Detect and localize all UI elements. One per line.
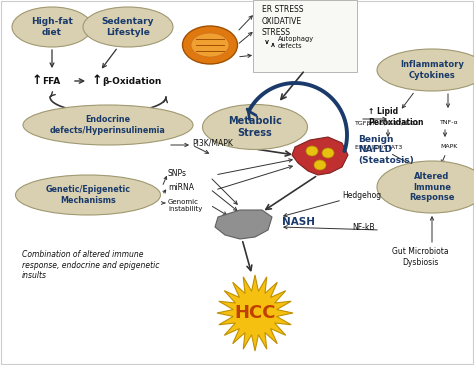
Ellipse shape [306, 146, 318, 156]
Text: Genetic/Epigenetic
Mechanisms: Genetic/Epigenetic Mechanisms [46, 185, 130, 205]
Text: ER STRESS: ER STRESS [262, 5, 303, 15]
Text: ERK, JAK/STAT3: ERK, JAK/STAT3 [355, 145, 402, 150]
Text: ↑ Lipid
Peroxidation: ↑ Lipid Peroxidation [368, 107, 423, 127]
Text: ↑: ↑ [92, 74, 102, 88]
Ellipse shape [322, 148, 334, 158]
Text: ↑: ↑ [32, 74, 43, 88]
Ellipse shape [16, 175, 161, 215]
Polygon shape [217, 275, 293, 351]
Text: PI3K/MAPK: PI3K/MAPK [192, 138, 233, 147]
Text: Hedgehog: Hedgehog [342, 191, 381, 200]
Polygon shape [292, 137, 348, 175]
Ellipse shape [83, 7, 173, 47]
Ellipse shape [23, 105, 193, 145]
Text: TNF-α: TNF-α [440, 120, 459, 126]
Text: Sedentary
Lifestyle: Sedentary Lifestyle [102, 17, 154, 37]
Text: Metabolic
Stress: Metabolic Stress [228, 116, 282, 138]
Text: Gut Microbiota
Dysbiosis: Gut Microbiota Dysbiosis [392, 247, 448, 267]
Text: FFA: FFA [42, 77, 60, 85]
Text: MAPK: MAPK [440, 145, 457, 150]
Text: Altered
Immune
Response: Altered Immune Response [409, 172, 455, 202]
Text: SNPs: SNPs [168, 169, 187, 177]
Polygon shape [215, 210, 272, 239]
Ellipse shape [314, 160, 326, 170]
Ellipse shape [12, 7, 92, 47]
Ellipse shape [191, 33, 229, 57]
Text: Genomic
instability: Genomic instability [168, 199, 202, 211]
Text: Combination of altered immune
response, endocrine and epigenetic
insults: Combination of altered immune response, … [22, 250, 159, 280]
Text: HCC: HCC [234, 304, 276, 322]
Text: miRNA: miRNA [168, 182, 194, 192]
Text: Autophagy
defects: Autophagy defects [278, 36, 314, 50]
FancyBboxPatch shape [253, 0, 357, 72]
Text: OXIDATIVE
STRESS: OXIDATIVE STRESS [262, 17, 302, 37]
Ellipse shape [377, 161, 474, 213]
Text: Inflammatory
Cytokines: Inflammatory Cytokines [400, 60, 464, 80]
Ellipse shape [182, 26, 237, 64]
Text: β-Oxidation: β-Oxidation [102, 77, 161, 85]
Text: NF-kB: NF-kB [352, 223, 374, 231]
Ellipse shape [377, 49, 474, 91]
Text: Endocrine
defects/Hyperinsulinemia: Endocrine defects/Hyperinsulinemia [50, 115, 166, 135]
Text: Benign
NAFLD
(Steatosis): Benign NAFLD (Steatosis) [358, 135, 414, 165]
Ellipse shape [202, 104, 308, 150]
Text: TGFβ/IL-6/IL-17/IL-11: TGFβ/IL-6/IL-17/IL-11 [355, 120, 420, 126]
Text: NASH: NASH [282, 217, 315, 227]
Text: High-fat
diet: High-fat diet [31, 17, 73, 37]
